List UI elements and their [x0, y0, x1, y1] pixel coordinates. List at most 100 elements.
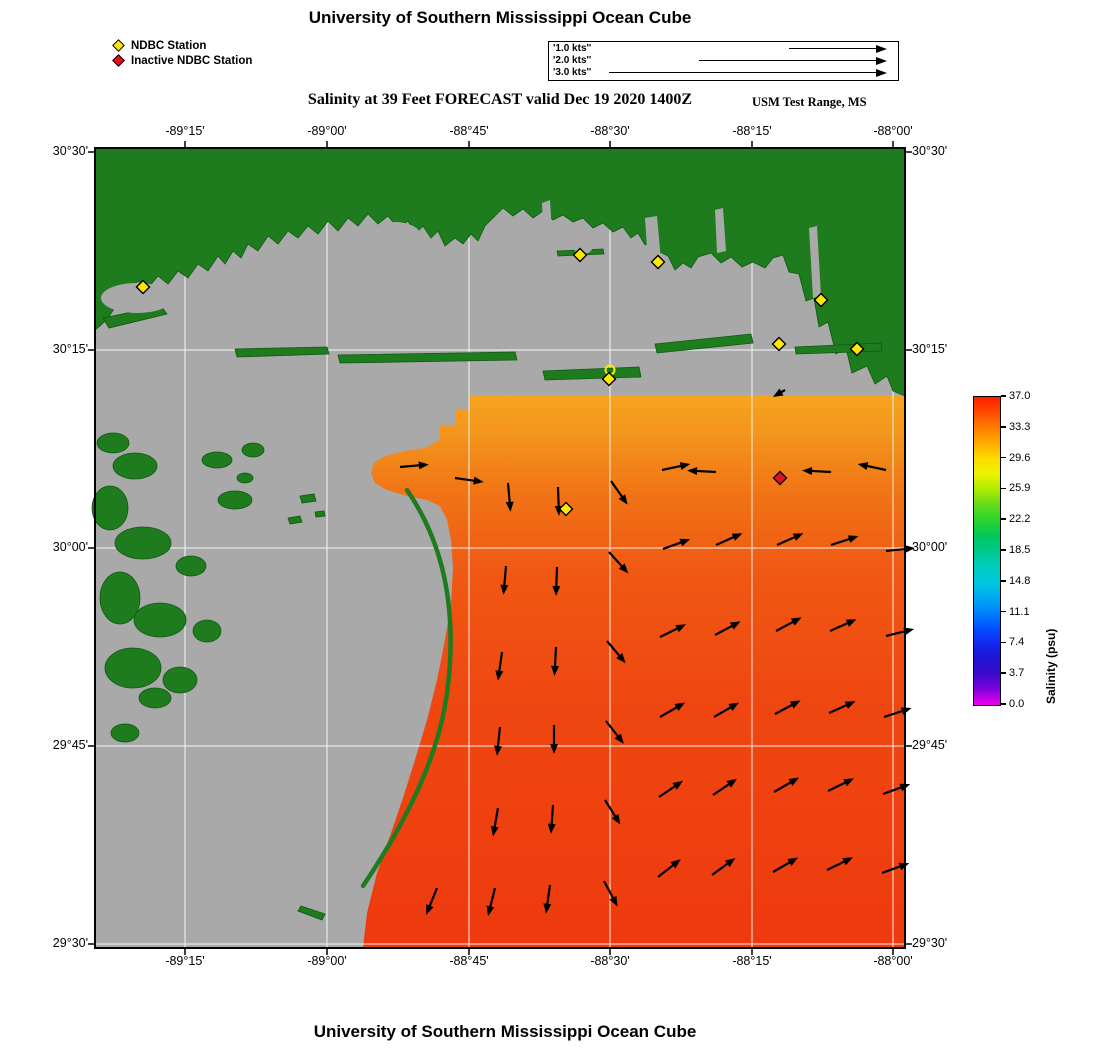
lon-tick-label-bottom: -89°15'	[165, 954, 205, 968]
range-label: USM Test Range, MS	[752, 95, 867, 109]
lon-tick-label-bottom: -88°45'	[449, 954, 489, 968]
current-vector	[712, 778, 738, 796]
colorbar-tick-label: 18.5	[1009, 544, 1031, 556]
current-vector	[658, 780, 684, 798]
current-vector	[883, 707, 912, 719]
lon-tick-label-top: -88°15'	[732, 124, 772, 138]
forecast-subtitle: Salinity at 39 Feet FORECAST valid Dec 1…	[307, 91, 693, 108]
colorbar-tickmark	[1001, 641, 1006, 644]
colorbar-tick-label: 7.4	[1009, 636, 1025, 649]
current-vectors	[399, 388, 915, 917]
current-vector	[426, 887, 439, 915]
marsh	[112, 452, 158, 480]
current-vector	[551, 646, 560, 676]
lon-tick-label-top: -88°00'	[873, 124, 913, 138]
current-vector	[603, 880, 618, 907]
current-vector	[828, 701, 856, 715]
marsh	[114, 526, 172, 560]
axis-ticks	[88, 141, 912, 955]
lat-tick-label-left: 29°30'	[52, 936, 88, 950]
colorbar-tick-label: 25.9	[1009, 482, 1031, 495]
legend-row-inactive: Inactive NDBC Station	[112, 53, 252, 68]
legend-row-active: NDBC Station	[112, 38, 252, 53]
current-vector	[552, 566, 561, 596]
station-legend: NDBC Station Inactive NDBC Station	[112, 38, 252, 68]
current-vector	[715, 533, 743, 547]
marsh	[192, 619, 222, 643]
lat-tick-label-left: 30°00'	[52, 540, 88, 554]
lon-tick-label-bottom: -88°15'	[732, 954, 772, 968]
lat-tick-label-right: 30°15'	[912, 342, 948, 356]
vector-scale-arrowhead	[876, 69, 887, 77]
colorbar-tick-label: 3.7	[1009, 667, 1025, 680]
colorbar-tick-label: 0.0	[1009, 698, 1025, 710]
vector-scale-line	[789, 48, 878, 49]
current-vector	[714, 621, 741, 636]
colorbar-tickmark	[1001, 456, 1006, 459]
ndbc-station-marker	[572, 247, 588, 263]
marsh	[175, 555, 207, 577]
current-vector	[774, 700, 801, 715]
ndbc-station-icon	[112, 39, 125, 52]
barrier-island	[287, 515, 303, 525]
current-vector	[550, 725, 558, 754]
barrier-island	[314, 510, 326, 518]
map-image	[88, 141, 915, 955]
bays-and-inlets	[101, 200, 821, 313]
current-vector	[657, 859, 681, 878]
current-vector	[885, 545, 915, 553]
current-vector	[687, 467, 717, 476]
inactive-ndbc-station-marker	[772, 470, 788, 486]
ndbc-station-marker	[135, 279, 151, 295]
current-vector	[775, 617, 802, 632]
ndbc-station-marker	[771, 336, 787, 352]
marsh	[96, 432, 130, 454]
lat-tick-label-right: 30°00'	[912, 540, 948, 554]
current-vector	[659, 624, 687, 638]
vector-scale-arrowhead	[876, 57, 887, 65]
map-canvas	[88, 141, 915, 955]
current-vector	[827, 778, 855, 792]
salinity-field	[363, 395, 905, 948]
colorbar-tickmark	[1001, 703, 1006, 705]
vector-scale-line	[699, 60, 878, 61]
current-vector	[659, 702, 686, 718]
colorbar-tick-label: 14.8	[1009, 574, 1031, 587]
lon-tick-label-bottom: -89°00'	[307, 954, 347, 968]
ndbc-station-marker	[650, 254, 666, 270]
vector-scale-label: '3.0 kts''	[553, 67, 592, 78]
current-vector	[454, 476, 484, 485]
lon-tick-label-top: -88°45'	[449, 124, 489, 138]
ndbc-station-marker	[558, 501, 574, 517]
current-vector	[605, 720, 624, 744]
legend-label-active: NDBC Station	[131, 39, 207, 52]
chandeleur-islands	[360, 487, 453, 889]
lat-tick-label-left: 30°15'	[52, 342, 88, 356]
marsh	[133, 602, 187, 638]
lon-tick-label-top: -89°15'	[165, 124, 205, 138]
current-vector	[399, 461, 429, 470]
current-vector	[881, 862, 910, 875]
current-vector	[857, 462, 887, 472]
ndbc-station-marker	[813, 292, 829, 308]
current-vector	[486, 887, 497, 917]
marsh	[201, 451, 233, 469]
footer-title: University of Southern Mississippi Ocean…	[313, 1022, 697, 1041]
current-vector	[830, 535, 859, 547]
current-vector	[505, 482, 514, 512]
colorbar-tickmark	[1001, 549, 1006, 551]
legend-label-inactive: Inactive NDBC Station	[131, 54, 253, 67]
current-vector	[776, 533, 804, 547]
current-vector	[490, 807, 500, 837]
barrier-island	[299, 493, 317, 504]
current-vector	[608, 551, 629, 574]
lat-tick-label-right: 30°30'	[912, 144, 948, 158]
vector-scale-label: '2.0 kts''	[553, 55, 592, 66]
current-vector	[802, 467, 832, 476]
marsh	[104, 647, 162, 689]
colorbar-tickmark	[1001, 672, 1006, 674]
colorbar-gradient	[973, 396, 1001, 706]
current-vector	[711, 857, 736, 876]
colorbar-tickmark	[1001, 610, 1006, 613]
